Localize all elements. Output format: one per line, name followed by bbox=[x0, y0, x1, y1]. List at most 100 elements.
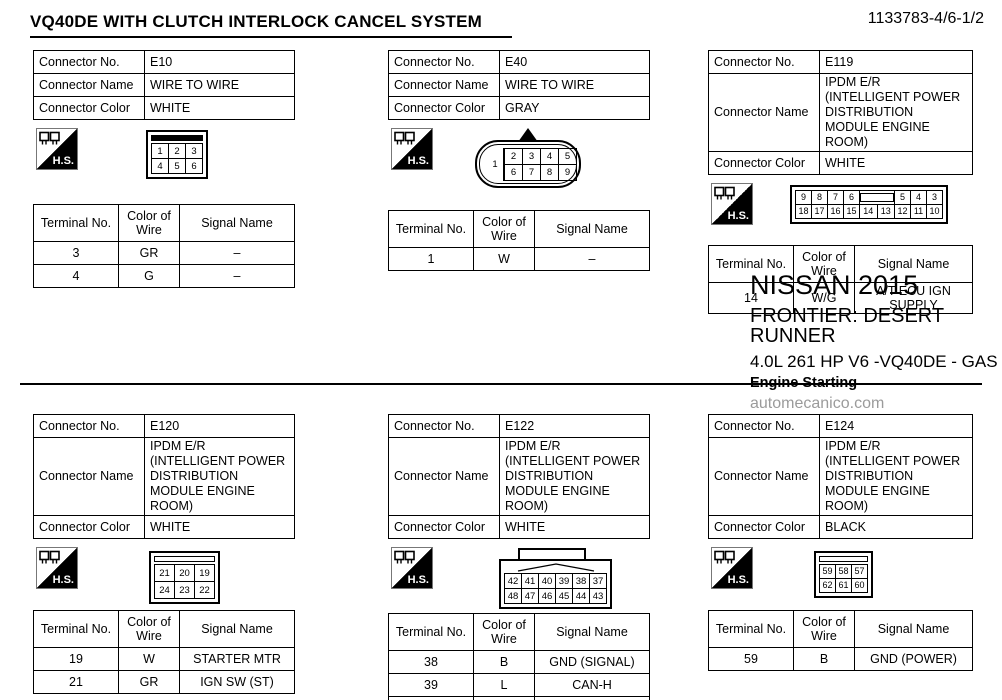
terminal-row: 39 L CAN-H bbox=[388, 673, 650, 697]
hs-badge: H.S. bbox=[36, 547, 78, 589]
pin-cell: 47 bbox=[521, 588, 539, 604]
signal-name-cell: CAN-L bbox=[534, 696, 650, 700]
terminal-no-header: Terminal No. bbox=[708, 610, 794, 648]
pin-diagram: 42 41 40 39 38 37 48 47 46 45 44 bbox=[499, 548, 612, 609]
pin-cell: 45 bbox=[555, 588, 573, 604]
pin-cell: 10 bbox=[926, 204, 943, 219]
terminal-row: 40 P CAN-L bbox=[388, 696, 650, 700]
pin-cell: 22 bbox=[194, 581, 215, 599]
pin-grid: 42 41 40 39 38 37 48 47 46 45 44 bbox=[504, 573, 607, 604]
connector-info-table: Connector No. E120 Connector Name IPDM E… bbox=[33, 414, 295, 539]
terminal-no-cell: 19 bbox=[33, 647, 119, 671]
connector-latch-tab bbox=[518, 548, 586, 561]
connector-name-label: Connector Name bbox=[388, 73, 500, 97]
connector-key-bar bbox=[819, 556, 868, 562]
terminal-row: 19 W STARTER MTR bbox=[33, 647, 295, 671]
connector-no-label: Connector No. bbox=[388, 50, 500, 74]
connector-name-value: WIRE TO WIRE bbox=[144, 73, 295, 97]
terminal-no-cell: 1 bbox=[388, 247, 474, 271]
connector-view-row: H.S. 9 8 7 6 5 4 3 18 17 16 bbox=[708, 183, 973, 235]
terminal-no-header: Terminal No. bbox=[388, 210, 474, 248]
pin-cell: 17 bbox=[811, 204, 828, 219]
connector-block-e120: Connector No. E120 Connector Name IPDM E… bbox=[33, 414, 295, 694]
pin-cell: 59 bbox=[819, 564, 836, 579]
pin-cell: 21 bbox=[154, 564, 175, 582]
connector-color-value: WHITE bbox=[144, 515, 295, 539]
site-watermark: automecanico.com bbox=[750, 394, 885, 412]
page-title: VQ40DE WITH CLUTCH INTERLOCK CANCEL SYST… bbox=[30, 12, 512, 38]
pin-cell: 62 bbox=[819, 578, 836, 593]
terminal-no-cell: 40 bbox=[388, 696, 474, 700]
hs-badge: H.S. bbox=[391, 128, 433, 170]
pin-cell: 4 bbox=[151, 158, 169, 174]
terminal-no-cell: 4 bbox=[33, 264, 119, 288]
connector-info-table: Connector No. E119 Connector Name IPDM E… bbox=[708, 50, 973, 175]
terminal-table: Terminal No. Color of Wire Signal Name 1… bbox=[708, 245, 973, 314]
pin-cell: 20 bbox=[174, 564, 195, 582]
connector-color-label: Connector Color bbox=[33, 96, 145, 120]
pin-cell: 60 bbox=[851, 578, 868, 593]
terminal-no-cell: 21 bbox=[33, 670, 119, 694]
signal-name-cell: IGN SW (ST) bbox=[179, 670, 295, 694]
pin-cell: 1 bbox=[151, 143, 169, 159]
connector-name-value: IPDM E/R (INTELLIGENT POWER DISTRIBUTION… bbox=[819, 437, 973, 516]
pin-cell: 14 bbox=[859, 204, 878, 219]
connector-no-value: E119 bbox=[819, 50, 973, 74]
pin-cell: 6 bbox=[843, 190, 860, 205]
manual-section: Engine Starting bbox=[750, 375, 858, 391]
connector-tool-icon bbox=[714, 550, 735, 564]
connector-view-row: H.S. 21 20 19 24 23 22 bbox=[33, 547, 295, 604]
pin-cell: 39 bbox=[555, 573, 573, 589]
section-divider bbox=[20, 383, 982, 385]
wire-color-cell: W bbox=[118, 647, 180, 671]
signal-name-cell: A/T ECU IGN SUPPLY bbox=[854, 282, 973, 314]
connector-block-e40: Connector No. E40 Connector Name WIRE TO… bbox=[388, 50, 650, 271]
terminal-no-header: Terminal No. bbox=[33, 610, 119, 648]
signal-name-cell: CAN-H bbox=[534, 673, 650, 697]
vehicle-engine: 4.0L 261 HP V6 -VQ40DE - GAS bbox=[750, 352, 998, 371]
pin-cell: 15 bbox=[843, 204, 860, 219]
connector-color-value: GRAY bbox=[499, 96, 650, 120]
wire-color-cell: W bbox=[473, 247, 535, 271]
hs-label: H.S. bbox=[727, 210, 749, 222]
pin-cell: 3 bbox=[926, 190, 943, 205]
wire-color-cell: W/G bbox=[793, 282, 855, 314]
signal-name-header: Signal Name bbox=[179, 204, 295, 242]
terminal-no-header: Terminal No. bbox=[708, 245, 794, 283]
pin-cell: 44 bbox=[572, 588, 590, 604]
connector-no-label: Connector No. bbox=[33, 50, 145, 74]
pin-diagram: 21 20 19 24 23 22 bbox=[149, 551, 220, 604]
vehicle-info: NISSAN 2015 FRONTIER: DESERT RUNNER 4.0L… bbox=[750, 272, 1002, 412]
terminal-no-cell: 38 bbox=[388, 650, 474, 674]
connector-color-label: Connector Color bbox=[388, 515, 500, 539]
hs-badge: H.S. bbox=[36, 128, 78, 170]
connector-view-row: H.S. 1 2 3 4 5 6 bbox=[33, 128, 295, 180]
connector-block-e10: Connector No. E10 Connector Name WIRE TO… bbox=[33, 50, 295, 288]
connector-color-value: WHITE bbox=[819, 151, 973, 175]
connector-name-value: IPDM E/R (INTELLIGENT POWER DISTRIBUTION… bbox=[499, 437, 650, 516]
hs-label: H.S. bbox=[407, 155, 429, 167]
vehicle-model: FRONTIER: DESERT RUNNER bbox=[750, 305, 944, 347]
wire-color-header: Color of Wire bbox=[793, 610, 855, 648]
connector-color-value: BLACK bbox=[819, 515, 973, 539]
connector-tool-icon bbox=[39, 131, 60, 145]
hs-badge: H.S. bbox=[711, 183, 753, 225]
pin-cell: 8 bbox=[811, 190, 828, 205]
terminal-row: 59 B GND (POWER) bbox=[708, 647, 973, 671]
connector-block-e122: Connector No. E122 Connector Name IPDM E… bbox=[388, 414, 650, 700]
connector-color-value: WHITE bbox=[499, 515, 650, 539]
pin-cell: 57 bbox=[851, 564, 868, 579]
connector-tool-icon bbox=[394, 131, 415, 145]
connector-info-table: Connector No. E40 Connector Name WIRE TO… bbox=[388, 50, 650, 120]
signal-name-header: Signal Name bbox=[534, 210, 650, 248]
blank-pin-slot bbox=[859, 190, 895, 205]
connector-color-label: Connector Color bbox=[388, 96, 500, 120]
pin-diagram: 1 2 3 4 5 6 bbox=[146, 130, 208, 179]
pin-cell: 2 bbox=[504, 148, 523, 165]
connector-block-e124: Connector No. E124 Connector Name IPDM E… bbox=[708, 414, 973, 671]
pin-cell: 8 bbox=[540, 164, 559, 181]
latch-lines bbox=[517, 563, 594, 572]
pin-grid: 9 8 7 6 5 4 3 18 17 16 15 14 bbox=[795, 190, 943, 219]
wire-color-cell: L bbox=[473, 673, 535, 697]
